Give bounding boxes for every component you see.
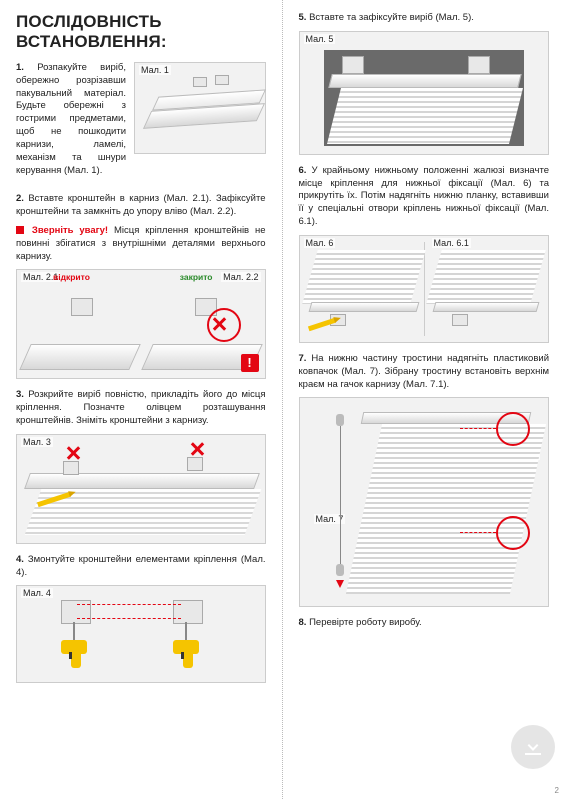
step5-text: 5. Вставте та зафіксуйте виріб (Мал. 5). bbox=[299, 12, 550, 25]
step1-text: 1. Розпакуйте виріб, обережно розрізавши… bbox=[16, 62, 126, 177]
page: ПОСЛІДОВНІСТЬ ВСТАНОВЛЕННЯ: 1. Розпакуйт… bbox=[0, 0, 565, 799]
step7-body: На нижню частину тростини надягніть плас… bbox=[299, 353, 550, 390]
figure-3-label: Мал. 3 bbox=[21, 437, 53, 447]
figure-7-label: Мал. 7 bbox=[314, 514, 346, 524]
step2-warning: Зверніть увагу! Місця кріплення кронштей… bbox=[16, 225, 266, 263]
step4-text: 4. Змонтуйте кронштейни елементами кріпл… bbox=[16, 554, 266, 580]
step3-body: Розкрийте виріб повністю, прикладіть йог… bbox=[16, 389, 266, 426]
figure-3: Мал. 3 bbox=[16, 434, 266, 544]
step-number-3: 3. bbox=[16, 389, 24, 400]
step-number-1: 1. bbox=[16, 62, 24, 73]
figure-1-label: Мал. 1 bbox=[139, 65, 171, 75]
figure-4: Мал. 4 bbox=[16, 585, 266, 683]
open-label: відкрито bbox=[53, 272, 90, 282]
figure-6-label: Мал. 6 bbox=[304, 238, 336, 248]
drill-icon bbox=[57, 630, 91, 670]
figure-22-label: Мал. 2.2 bbox=[221, 272, 260, 282]
warning-label: Зверніть увагу! bbox=[32, 225, 108, 236]
figure-4-label: Мал. 4 bbox=[21, 588, 53, 598]
step8-text: 8. Перевірте роботу виробу. bbox=[299, 617, 550, 630]
step1-block: 1. Розпакуйте виріб, обережно розрізавши… bbox=[16, 62, 266, 183]
drill-icon bbox=[169, 630, 203, 670]
step-number-4: 4. bbox=[16, 554, 24, 565]
step5-body: Вставте та зафіксуйте виріб (Мал. 5). bbox=[309, 12, 474, 23]
step4-body: Змонтуйте кронштейни елементами кріпленн… bbox=[16, 554, 266, 578]
step-number-7: 7. bbox=[299, 353, 307, 364]
figure-61-label: Мал. 6.1 bbox=[432, 238, 471, 248]
step-number-6: 6. bbox=[299, 165, 307, 176]
figure-1: Мал. 1 bbox=[134, 62, 266, 154]
download-watermark-icon bbox=[511, 725, 555, 769]
step6-text: 6. У крайньому нижньому положенні жалюзі… bbox=[299, 165, 550, 229]
step1-body: Розпакуйте виріб, обережно розрізавши па… bbox=[16, 62, 126, 176]
page-title: ПОСЛІДОВНІСТЬ ВСТАНОВЛЕННЯ: bbox=[16, 12, 266, 52]
step-number-8: 8. bbox=[299, 617, 307, 628]
step6-body: У крайньому нижньому положенні жалюзі ви… bbox=[299, 165, 550, 227]
step7-text: 7. На нижню частину тростини надягніть п… bbox=[299, 353, 550, 391]
step2-text: 2. Вставте кронштейн в карниз (Мал. 2.1)… bbox=[16, 193, 266, 219]
figure-2: Мал. 2.1 Мал. 2.2 відкрито закрито ! bbox=[16, 269, 266, 379]
figure-5-label: Мал. 5 bbox=[304, 34, 336, 44]
tassel-icon bbox=[336, 580, 344, 588]
step8-body: Перевірте роботу виробу. bbox=[309, 617, 422, 628]
warning-icon bbox=[16, 226, 24, 234]
closed-label: закрито bbox=[180, 272, 213, 282]
step-number-2: 2. bbox=[16, 193, 24, 204]
page-number: 2 bbox=[555, 786, 559, 795]
step-number-5: 5. bbox=[299, 12, 307, 23]
step2-body: Вставте кронштейн в карниз (Мал. 2.1). З… bbox=[16, 193, 266, 217]
alert-badge: ! bbox=[241, 354, 259, 372]
figure-5: Мал. 5 bbox=[299, 31, 550, 155]
figure-6: Мал. 6 Мал. 6.1 bbox=[299, 235, 550, 343]
step3-text: 3. Розкрийте виріб повністю, прикладіть … bbox=[16, 389, 266, 427]
figure-7: Мал. 7 Мал. 7.1 bbox=[299, 397, 550, 607]
left-column: ПОСЛІДОВНІСТЬ ВСТАНОВЛЕННЯ: 1. Розпакуйт… bbox=[0, 0, 283, 799]
right-column: 5. Вставте та зафіксуйте виріб (Мал. 5).… bbox=[283, 0, 565, 799]
